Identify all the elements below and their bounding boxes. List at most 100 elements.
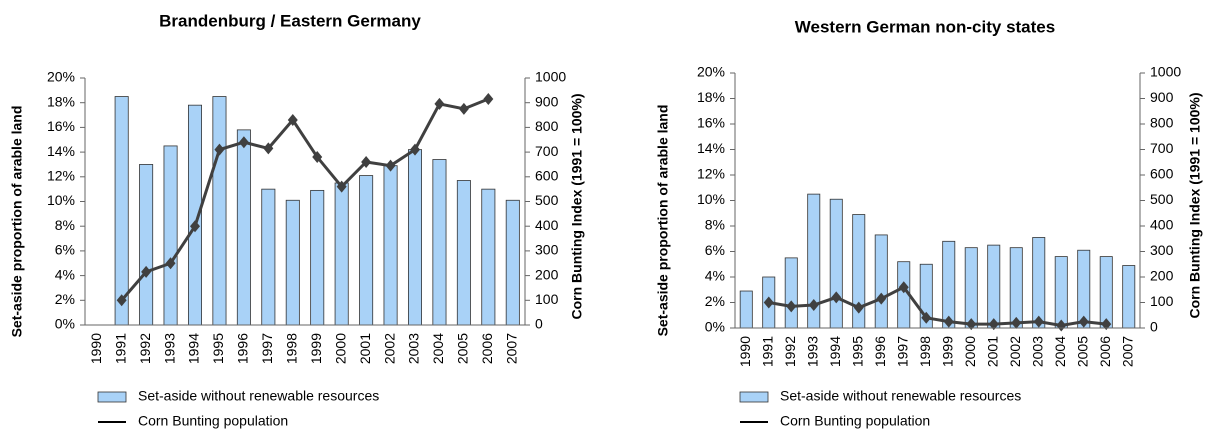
y-tick-label: 10% xyxy=(697,191,725,207)
marker xyxy=(808,299,819,312)
y2-tick-label: 400 xyxy=(535,217,559,233)
x-tick-label: 2005 xyxy=(455,333,471,364)
y-tick-label: 12% xyxy=(697,166,725,182)
bar xyxy=(383,165,398,326)
y-tick-label: 14% xyxy=(697,140,725,156)
y-tick-label: 20% xyxy=(47,69,75,85)
y2-tick-label: 600 xyxy=(1150,166,1174,182)
bar xyxy=(285,199,300,326)
marker xyxy=(312,151,323,164)
x-tick-label: 1998 xyxy=(283,333,299,364)
y2-tick-label: 600 xyxy=(535,168,559,184)
y2-tick-label: 200 xyxy=(535,266,559,282)
y2-tick-label: 400 xyxy=(1150,217,1174,233)
marker xyxy=(263,142,274,155)
marker xyxy=(434,97,445,110)
y-tick-label: 8% xyxy=(55,217,75,233)
bar xyxy=(942,240,956,329)
y-tick-label: 6% xyxy=(705,242,725,258)
x-tick-label: 2007 xyxy=(503,333,519,364)
bar xyxy=(964,247,978,329)
y2-tick-label: 100 xyxy=(535,291,559,307)
y-tick-label: 2% xyxy=(55,291,75,307)
bar xyxy=(1122,265,1136,329)
y-tick-label: 16% xyxy=(697,115,725,131)
x-tick-label: 1996 xyxy=(235,333,251,364)
bar xyxy=(163,145,178,326)
marker xyxy=(988,318,999,331)
y-tick-label: 4% xyxy=(55,266,75,282)
bar xyxy=(829,198,843,329)
y-tick-label: 8% xyxy=(705,217,725,233)
bar xyxy=(1032,237,1046,329)
x-tick-label: 2003 xyxy=(406,333,422,364)
marker xyxy=(853,301,864,314)
y-tick-label: 14% xyxy=(47,143,75,159)
y-tick-label: 18% xyxy=(697,89,725,105)
x-tick-label: 2002 xyxy=(1007,336,1023,367)
line xyxy=(120,97,489,302)
y2-tick-label: 900 xyxy=(535,93,559,109)
x-tick-label: 1997 xyxy=(894,336,910,367)
marker xyxy=(287,113,298,126)
x-tick-label: 2001 xyxy=(984,336,1000,367)
y-axis-label: Set-aside proportion of arable land xyxy=(655,105,671,337)
marker xyxy=(1011,316,1022,329)
x-tick-label: 1997 xyxy=(259,333,275,364)
x-tick-label: 1990 xyxy=(737,336,753,367)
marker xyxy=(214,143,225,156)
y2-axis-label: Corn Bunting Index (1991 = 100%) xyxy=(569,94,585,320)
bar xyxy=(874,234,888,329)
marker xyxy=(190,220,200,233)
bar xyxy=(481,188,496,326)
y-tick-label: 12% xyxy=(47,168,75,184)
marker xyxy=(763,296,774,309)
y2-tick-label: 500 xyxy=(535,192,559,208)
marker xyxy=(458,102,469,115)
y2-axis-label: Corn Bunting Index (1991 = 100%) xyxy=(1187,93,1203,319)
y-axis-label: Set-aside proportion of arable land xyxy=(9,106,25,338)
x-tick-label: 2000 xyxy=(962,336,978,367)
x-tick-label: 1992 xyxy=(137,333,153,364)
marker xyxy=(1101,318,1112,331)
marker xyxy=(361,155,372,168)
x-tick-label: 2003 xyxy=(1029,336,1045,367)
marker xyxy=(921,311,932,324)
x-tick-label: 1996 xyxy=(872,336,888,367)
marker xyxy=(238,136,249,149)
marker xyxy=(116,294,127,307)
x-tick-label: 1991 xyxy=(112,333,128,364)
y2-tick-label: 900 xyxy=(1150,89,1174,105)
bar xyxy=(310,189,325,326)
bar xyxy=(261,188,276,326)
marker xyxy=(141,265,152,278)
y-tick-label: 6% xyxy=(55,242,75,258)
bar xyxy=(407,149,422,326)
y2-tick-label: 0 xyxy=(1150,319,1158,335)
y2-tick-label: 100 xyxy=(1150,293,1174,309)
y-tick-label: 0% xyxy=(55,316,75,332)
y-tick-label: 2% xyxy=(705,293,725,309)
x-tick-label: 1993 xyxy=(161,333,177,364)
marker xyxy=(483,92,494,105)
legend-swatch xyxy=(97,391,127,403)
y-tick-label: 18% xyxy=(47,93,75,109)
bar xyxy=(212,96,227,326)
legend-label: Set-aside without renewable resources xyxy=(138,388,379,404)
x-tick-label: 2006 xyxy=(1097,336,1113,367)
legend-label: Set-aside without renewable resources xyxy=(780,388,1021,404)
bar xyxy=(784,257,798,329)
y2-tick-label: 800 xyxy=(1150,115,1174,131)
marker xyxy=(165,257,176,270)
bar xyxy=(114,96,129,326)
x-tick-label: 2004 xyxy=(430,333,446,364)
line xyxy=(768,285,1107,327)
y2-tick-label: 0 xyxy=(535,316,543,332)
y2-tick-label: 1000 xyxy=(1150,64,1181,80)
bar xyxy=(739,290,753,329)
x-tick-label: 2001 xyxy=(357,333,373,364)
bar xyxy=(1054,256,1068,329)
y2-tick-label: 300 xyxy=(535,242,559,258)
marker xyxy=(1033,315,1044,328)
